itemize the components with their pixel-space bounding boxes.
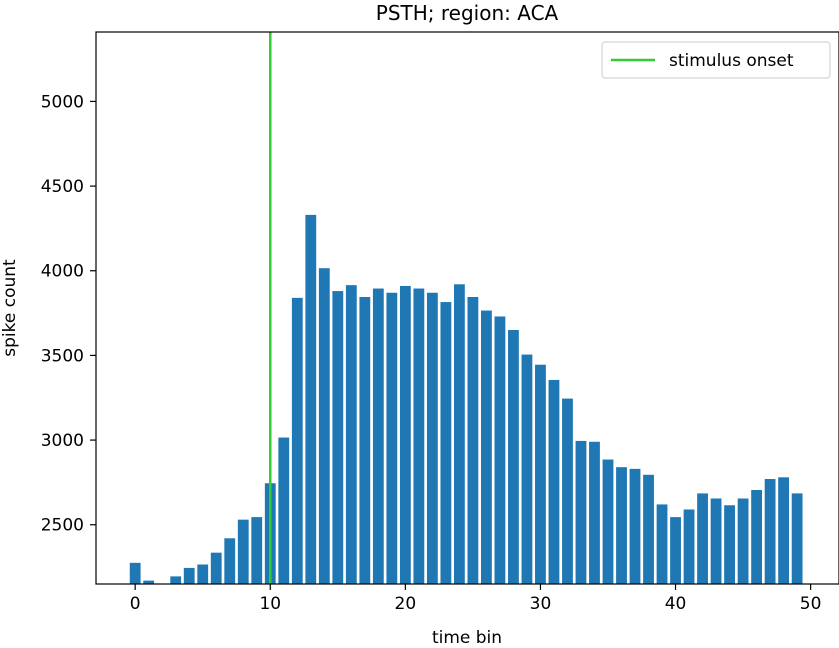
bar [643,474,654,584]
x-tick-label: 50 [800,594,822,614]
bar [683,509,695,584]
bar [426,292,438,584]
bar [791,493,803,584]
bar [629,468,641,584]
bar [170,576,182,584]
bar [197,564,209,584]
bar [399,285,411,584]
x-tick-label: 30 [530,594,552,614]
bar [386,292,398,584]
y-tick-label: 3500 [41,346,84,366]
bar [602,459,614,584]
x-tick-label: 40 [665,594,687,614]
bar [183,567,195,584]
bar [521,354,533,584]
bar [710,498,722,584]
x-tick-label: 20 [395,594,417,614]
bar [467,296,479,584]
bar [737,498,749,584]
bar [670,517,681,584]
bar [224,538,236,584]
bar [616,467,627,584]
bar [129,562,141,584]
bar [413,288,425,584]
x-tick-label: 0 [130,594,141,614]
bar [697,493,708,584]
bar [481,310,492,584]
bar [508,330,519,584]
bar [453,284,465,584]
bar [345,285,357,584]
y-tick-label: 4000 [41,262,84,282]
bars-group [129,214,803,585]
bar [575,440,587,584]
y-axis-label: spike count [0,259,20,357]
legend-box [601,41,831,79]
y-tick-label: 2500 [41,516,84,536]
bar [562,398,573,584]
y-tick-label: 5000 [41,92,84,112]
legend-label-stimulus-onset: stimulus onset [669,51,794,71]
plot-frame [95,31,839,585]
x-axis-label: time bin [432,628,502,648]
y-tick-label: 3000 [41,431,84,451]
bar [305,214,317,585]
bar [318,268,330,584]
bar [724,505,735,584]
bar [548,379,560,584]
bar [278,437,290,584]
bar [332,291,344,584]
bar [143,580,155,584]
bar [359,296,371,584]
y-axis-ticks: 2500 3000 3500 4000 4500 5000 [41,92,96,536]
bar [251,517,263,584]
bar [372,288,384,584]
bar [535,364,546,584]
bar [291,297,303,584]
x-axis-ticks: 0 10 20 30 40 50 [130,584,822,614]
bar [237,519,249,584]
bar [589,441,600,584]
bar [764,479,776,584]
chart-title: PSTH; region: ACA [376,1,559,25]
bar [778,477,790,584]
legend: stimulus onset [601,41,831,79]
bar [210,552,222,584]
x-tick-label: 10 [259,594,281,614]
bar [494,316,506,584]
bar [751,490,762,584]
bar [656,504,668,584]
y-tick-label: 4500 [41,177,84,197]
bar [440,302,452,584]
